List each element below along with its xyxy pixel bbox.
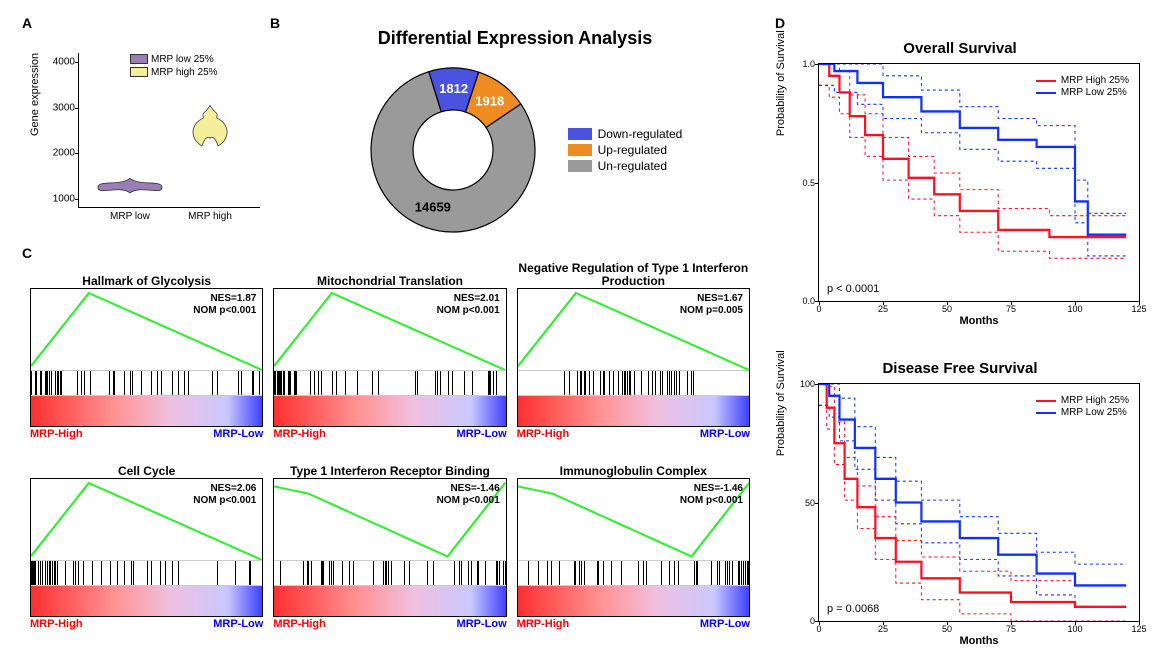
y-tick: 4000 bbox=[53, 57, 75, 68]
gsea-low-label: MRP-Low bbox=[457, 428, 507, 440]
gsea-high-label: MRP-High bbox=[273, 618, 326, 630]
gsea-p: NOM p<0.001 bbox=[193, 305, 256, 317]
gsea-high-label: MRP-High bbox=[517, 428, 570, 440]
gsea-plot: Cell Cycle NES=2.06NOM p<0.001 MRP-High M… bbox=[30, 450, 263, 630]
panel-a-ylabel: Gene expression bbox=[29, 53, 41, 136]
gsea-low-label: MRP-Low bbox=[213, 428, 263, 440]
survival-plot: Overall Survival Probability of Survival… bbox=[780, 40, 1140, 330]
gsea-p: NOM p<0.001 bbox=[193, 495, 256, 507]
gsea-title: Type 1 Interferon Receptor Binding bbox=[273, 450, 506, 478]
surv-legend-label: MRP High 25% bbox=[1061, 75, 1129, 86]
donut-chart: Differential Expression Analysis 1812 191… bbox=[275, 28, 755, 253]
surv-xlabel: Months bbox=[959, 635, 998, 647]
gsea-panel: Hallmark of Glycolysis NES=1.87NOM p<0.0… bbox=[30, 260, 750, 650]
surv-title: Overall Survival bbox=[780, 40, 1140, 57]
gsea-plot: Hallmark of Glycolysis NES=1.87NOM p<0.0… bbox=[30, 260, 263, 440]
gsea-low-label: MRP-Low bbox=[213, 618, 263, 630]
surv-xlabel: Months bbox=[959, 315, 998, 327]
donut-legend-label: Down-regulated bbox=[598, 127, 683, 141]
gsea-nes: NES=-1.46 bbox=[680, 483, 743, 495]
gsea-title: Cell Cycle bbox=[30, 450, 263, 478]
legend-label: MRP low 25% bbox=[151, 54, 214, 65]
gsea-plot: Type 1 Interferon Receptor Binding NES=-… bbox=[273, 450, 506, 630]
panel-a-legend: MRP low 25% MRP high 25% bbox=[130, 53, 218, 79]
panel-label-a: A bbox=[22, 15, 32, 31]
gsea-nes: NES=1.87 bbox=[193, 293, 256, 305]
x-cat: MRP low bbox=[110, 211, 150, 222]
gsea-nes: NES=1.67 bbox=[680, 293, 743, 305]
donut-legend-label: Up-regulated bbox=[598, 143, 667, 157]
surv-legend-label: MRP Low 25% bbox=[1061, 87, 1127, 98]
gsea-plot: Negative Regulation of Type 1 Interferon… bbox=[517, 260, 750, 440]
y-tick: 2000 bbox=[53, 148, 75, 159]
donut-legend: Down-regulated Up-regulated Un-regulated bbox=[568, 125, 683, 175]
surv-title: Disease Free Survival bbox=[780, 360, 1140, 377]
gsea-high-label: MRP-High bbox=[30, 428, 83, 440]
gsea-nes: NES=2.06 bbox=[193, 483, 256, 495]
x-cat: MRP high bbox=[188, 211, 232, 222]
y-tick: 3000 bbox=[53, 102, 75, 113]
gsea-high-label: MRP-High bbox=[273, 428, 326, 440]
gsea-p: NOM p<0.001 bbox=[437, 495, 500, 507]
gsea-plot: Immunoglobulin Complex NES=-1.46NOM p<0.… bbox=[517, 450, 750, 630]
gsea-p: NOM p<0.001 bbox=[437, 305, 500, 317]
gsea-low-label: MRP-Low bbox=[700, 618, 750, 630]
surv-pvalue: p < 0.0001 bbox=[827, 283, 879, 295]
surv-ylabel: Probability of Survival bbox=[775, 30, 787, 136]
gsea-nes: NES=2.01 bbox=[437, 293, 500, 305]
survival-plot: Disease Free Survival Probability of Sur… bbox=[780, 360, 1140, 650]
svg-text:14659: 14659 bbox=[414, 200, 450, 215]
surv-legend-label: MRP Low 25% bbox=[1061, 407, 1127, 418]
legend-label: MRP high 25% bbox=[151, 67, 218, 78]
panel-b-title: Differential Expression Analysis bbox=[275, 28, 755, 49]
gsea-p: NOM p<0.001 bbox=[680, 495, 743, 507]
svg-text:1812: 1812 bbox=[439, 81, 468, 96]
gsea-low-label: MRP-Low bbox=[700, 428, 750, 440]
gsea-title: Negative Regulation of Type 1 Interferon… bbox=[517, 260, 750, 288]
gsea-p: NOM p=0.005 bbox=[680, 305, 743, 317]
panel-label-d: D bbox=[775, 15, 785, 31]
gsea-low-label: MRP-Low bbox=[457, 618, 507, 630]
survival-panel: Overall Survival Probability of Survival… bbox=[780, 40, 1140, 650]
violin-plot: Gene expression 1000 2000 3000 4000 MRP low M… bbox=[30, 35, 260, 235]
svg-text:1918: 1918 bbox=[475, 93, 504, 108]
gsea-nes: NES=-1.46 bbox=[437, 483, 500, 495]
surv-ylabel: Probability of Survival bbox=[775, 350, 787, 456]
panel-label-c: C bbox=[22, 245, 32, 261]
gsea-title: Mitochondrial Translation bbox=[273, 260, 506, 288]
gsea-title: Immunoglobulin Complex bbox=[517, 450, 750, 478]
y-tick: 1000 bbox=[53, 193, 75, 204]
gsea-high-label: MRP-High bbox=[30, 618, 83, 630]
gsea-plot: Mitochondrial Translation NES=2.01NOM p<… bbox=[273, 260, 506, 440]
gsea-title: Hallmark of Glycolysis bbox=[30, 260, 263, 288]
gsea-high-label: MRP-High bbox=[517, 618, 570, 630]
surv-legend-label: MRP High 25% bbox=[1061, 395, 1129, 406]
surv-pvalue: p = 0.0068 bbox=[827, 603, 879, 615]
donut-legend-label: Un-regulated bbox=[598, 159, 667, 173]
